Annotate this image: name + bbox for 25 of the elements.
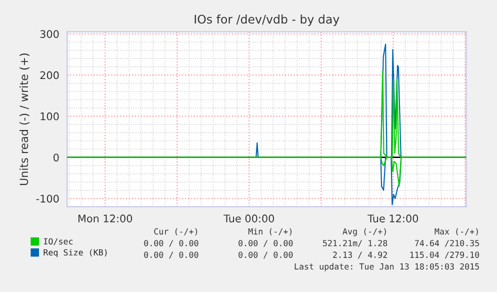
text: Max (-/+) [434, 228, 478, 236]
text: 74.64 /210.35 [414, 240, 479, 247]
y-tick-label: 100 [40, 112, 59, 120]
y-tick-label: 200 [40, 71, 59, 80]
text: 0.00 / 0.00 [238, 252, 293, 259]
y-axis-title: Units read (-) / write (+) [20, 54, 30, 186]
y-tick-label: 0 [54, 154, 59, 162]
chart-title: IOs for /dev/vdb - by day [194, 14, 340, 26]
text: 0.00 / 0.00 [144, 252, 198, 259]
legend-label: Req Size (KB) [44, 249, 107, 258]
text: Avg (-/+) [342, 228, 386, 236]
x-tick-label: Tue 00:00 [224, 214, 274, 222]
y-tick-label: 300 [40, 30, 59, 38]
x-tick-label: Tue 12:00 [368, 214, 418, 222]
text: 2.13 / 4.92 [333, 252, 387, 259]
legend-label: IO/sec [44, 238, 73, 246]
text: Cur (-/+) [154, 228, 198, 236]
text: 0.00 / 0.00 [144, 240, 198, 247]
text: Min (-/+) [248, 228, 292, 236]
text: Last update: Tue Jan 13 18:05:03 2015 [294, 263, 479, 272]
x-tick-label: Mon 12:00 [78, 214, 132, 222]
y-tick-label: -100 [36, 194, 59, 203]
text: 115.04 /279.10 [410, 252, 480, 259]
text: 0.00 / 0.00 [238, 240, 293, 247]
text: 521.21m/ 1.28 [323, 240, 388, 247]
